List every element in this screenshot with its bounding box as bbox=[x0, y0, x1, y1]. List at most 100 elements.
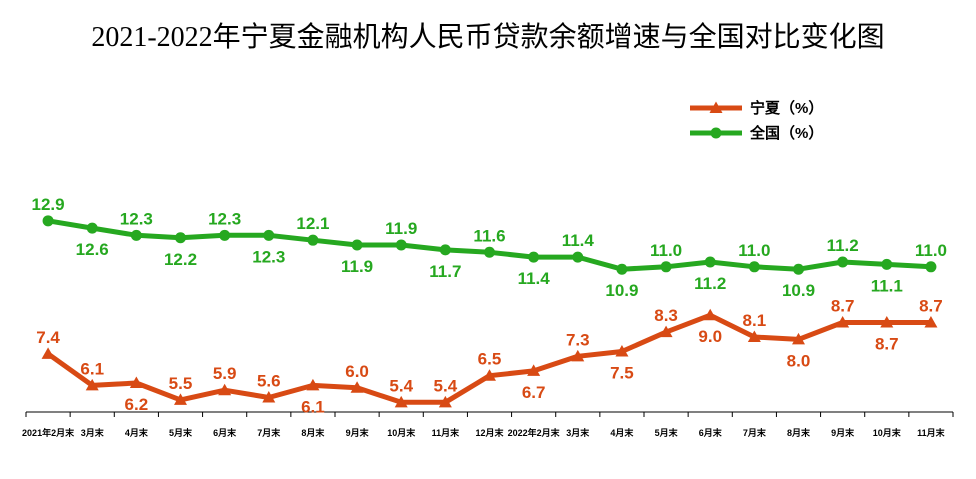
x-tick-label: 5月末 bbox=[655, 427, 679, 438]
data-label-national: 10.9 bbox=[782, 281, 815, 300]
data-point-national bbox=[263, 229, 275, 241]
data-point-ningxia bbox=[747, 330, 761, 342]
data-point-ningxia bbox=[836, 315, 850, 328]
data-label-national: 12.3 bbox=[120, 209, 153, 228]
data-label-ningxia: 8.7 bbox=[875, 334, 899, 353]
data-point-ningxia bbox=[924, 315, 938, 328]
data-point-national bbox=[130, 229, 142, 241]
data-point-ningxia bbox=[262, 390, 276, 403]
data-label-ningxia: 6.1 bbox=[301, 397, 325, 416]
data-label-national: 11.6 bbox=[473, 226, 505, 245]
data-labels: 7.4 6.1 6.2 5.5 5.9 5.6 6.1 6.0 5.4 5.4 6.5 6.7 7.3 7… bbox=[32, 195, 947, 417]
data-point-ningxia bbox=[306, 378, 320, 391]
data-point-national bbox=[704, 256, 716, 268]
x-tick-label: 6月末 bbox=[213, 427, 237, 438]
x-tick-label: 5月末 bbox=[169, 427, 193, 438]
data-point-ningxia bbox=[129, 376, 143, 388]
legend-item-ningxia: 宁夏（%） bbox=[690, 99, 823, 117]
data-point-national bbox=[86, 222, 98, 234]
data-point-national bbox=[925, 261, 937, 273]
data-point-national bbox=[748, 261, 760, 273]
data-point-national bbox=[219, 229, 231, 241]
data-point-national bbox=[793, 263, 804, 275]
x-tick-label: 2022年2月末 bbox=[508, 427, 561, 438]
x-tick-label: 12月末 bbox=[475, 427, 504, 438]
data-label-national: 12.3 bbox=[208, 209, 241, 228]
data-point-ningxia bbox=[792, 332, 805, 345]
x-tick-label: 8月末 bbox=[301, 427, 325, 438]
data-label-ningxia: 5.4 bbox=[434, 376, 458, 395]
data-label-national: 12.9 bbox=[32, 195, 65, 214]
data-point-national bbox=[572, 251, 584, 263]
x-tick-label: 11月末 bbox=[917, 427, 946, 438]
data-label-national: 12.6 bbox=[76, 240, 109, 259]
data-label-ningxia: 7.3 bbox=[566, 330, 590, 349]
data-label-national: 12.2 bbox=[164, 250, 197, 269]
data-point-ningxia bbox=[350, 381, 364, 393]
data-point-national bbox=[395, 239, 407, 251]
x-tick-label: 7月末 bbox=[257, 427, 281, 438]
data-point-ningxia bbox=[85, 378, 99, 391]
data-label-national: 11.2 bbox=[827, 236, 859, 255]
data-label-national: 11.9 bbox=[385, 219, 417, 238]
data-label-national: 10.9 bbox=[605, 281, 638, 300]
data-label-ningxia: 5.4 bbox=[389, 376, 413, 395]
x-tick-label: 9月末 bbox=[346, 427, 370, 438]
data-label-ningxia: 6.0 bbox=[345, 362, 369, 381]
data-label-ningxia: 7.4 bbox=[36, 328, 60, 347]
data-point-ningxia bbox=[483, 369, 496, 381]
data-label-national: 11.4 bbox=[562, 231, 595, 250]
legend-circle-marker bbox=[710, 127, 722, 139]
legend-triangle-marker bbox=[709, 101, 723, 113]
legend-item-national: 全国（%） bbox=[690, 124, 823, 142]
data-point-ningxia bbox=[527, 364, 541, 376]
data-label-national: 11.7 bbox=[429, 262, 461, 281]
data-point-ningxia bbox=[41, 347, 55, 359]
data-label-national: 11.0 bbox=[738, 241, 770, 260]
data-point-national bbox=[439, 244, 451, 256]
x-tick-label: 2021年2月末 bbox=[22, 427, 75, 438]
data-point-national bbox=[837, 256, 849, 268]
data-label-national: 11.9 bbox=[341, 257, 373, 276]
x-tick-label: 10月末 bbox=[387, 427, 416, 438]
x-tick-label: 8月末 bbox=[787, 427, 811, 438]
legend-label: 全国（%） bbox=[749, 124, 823, 142]
chart-title: 2021-2022年宁夏金融机构人民币贷款余额增速与全国对比变化图 bbox=[91, 22, 885, 53]
data-label-national: 11.0 bbox=[915, 241, 947, 260]
data-point-ningxia bbox=[659, 325, 673, 338]
data-point-ningxia bbox=[703, 308, 717, 321]
data-point-national bbox=[528, 251, 540, 263]
x-tick-label: 4月末 bbox=[125, 427, 149, 438]
x-tick-label: 4月末 bbox=[610, 427, 634, 438]
data-label-national: 11.0 bbox=[650, 241, 682, 260]
data-label-ningxia: 8.3 bbox=[654, 306, 678, 325]
data-label-ningxia: 8.1 bbox=[743, 311, 767, 330]
legend-label: 宁夏（%） bbox=[750, 99, 823, 117]
data-label-ningxia: 8.7 bbox=[919, 296, 943, 315]
data-point-ningxia bbox=[615, 345, 629, 357]
data-label-ningxia: 8.0 bbox=[787, 351, 811, 370]
data-point-national bbox=[616, 263, 628, 275]
x-tick-label: 3月末 bbox=[566, 427, 590, 438]
data-point-ningxia bbox=[571, 349, 585, 362]
data-point-ningxia bbox=[218, 383, 232, 396]
data-point-national bbox=[307, 234, 319, 246]
data-point-national bbox=[42, 215, 54, 227]
data-label-national: 11.4 bbox=[518, 269, 551, 288]
data-label-ningxia: 5.5 bbox=[169, 374, 193, 393]
data-point-national bbox=[660, 261, 672, 273]
data-point-ningxia bbox=[438, 395, 452, 408]
data-point-ningxia bbox=[394, 395, 408, 408]
x-tick-label: 3月末 bbox=[81, 427, 105, 438]
data-label-ningxia: 5.6 bbox=[257, 371, 281, 390]
data-label-ningxia: 9.0 bbox=[698, 327, 722, 346]
x-tick-label: 6月末 bbox=[699, 427, 723, 438]
data-label-ningxia: 6.2 bbox=[125, 395, 149, 414]
data-label-ningxia: 6.7 bbox=[522, 383, 546, 402]
series-layer bbox=[41, 215, 938, 408]
legend: 宁夏（%） 全国（%） bbox=[690, 99, 823, 142]
x-tick-label: 11月末 bbox=[432, 427, 461, 438]
data-label-national: 12.3 bbox=[252, 247, 285, 266]
data-label-national: 12.1 bbox=[296, 214, 329, 233]
